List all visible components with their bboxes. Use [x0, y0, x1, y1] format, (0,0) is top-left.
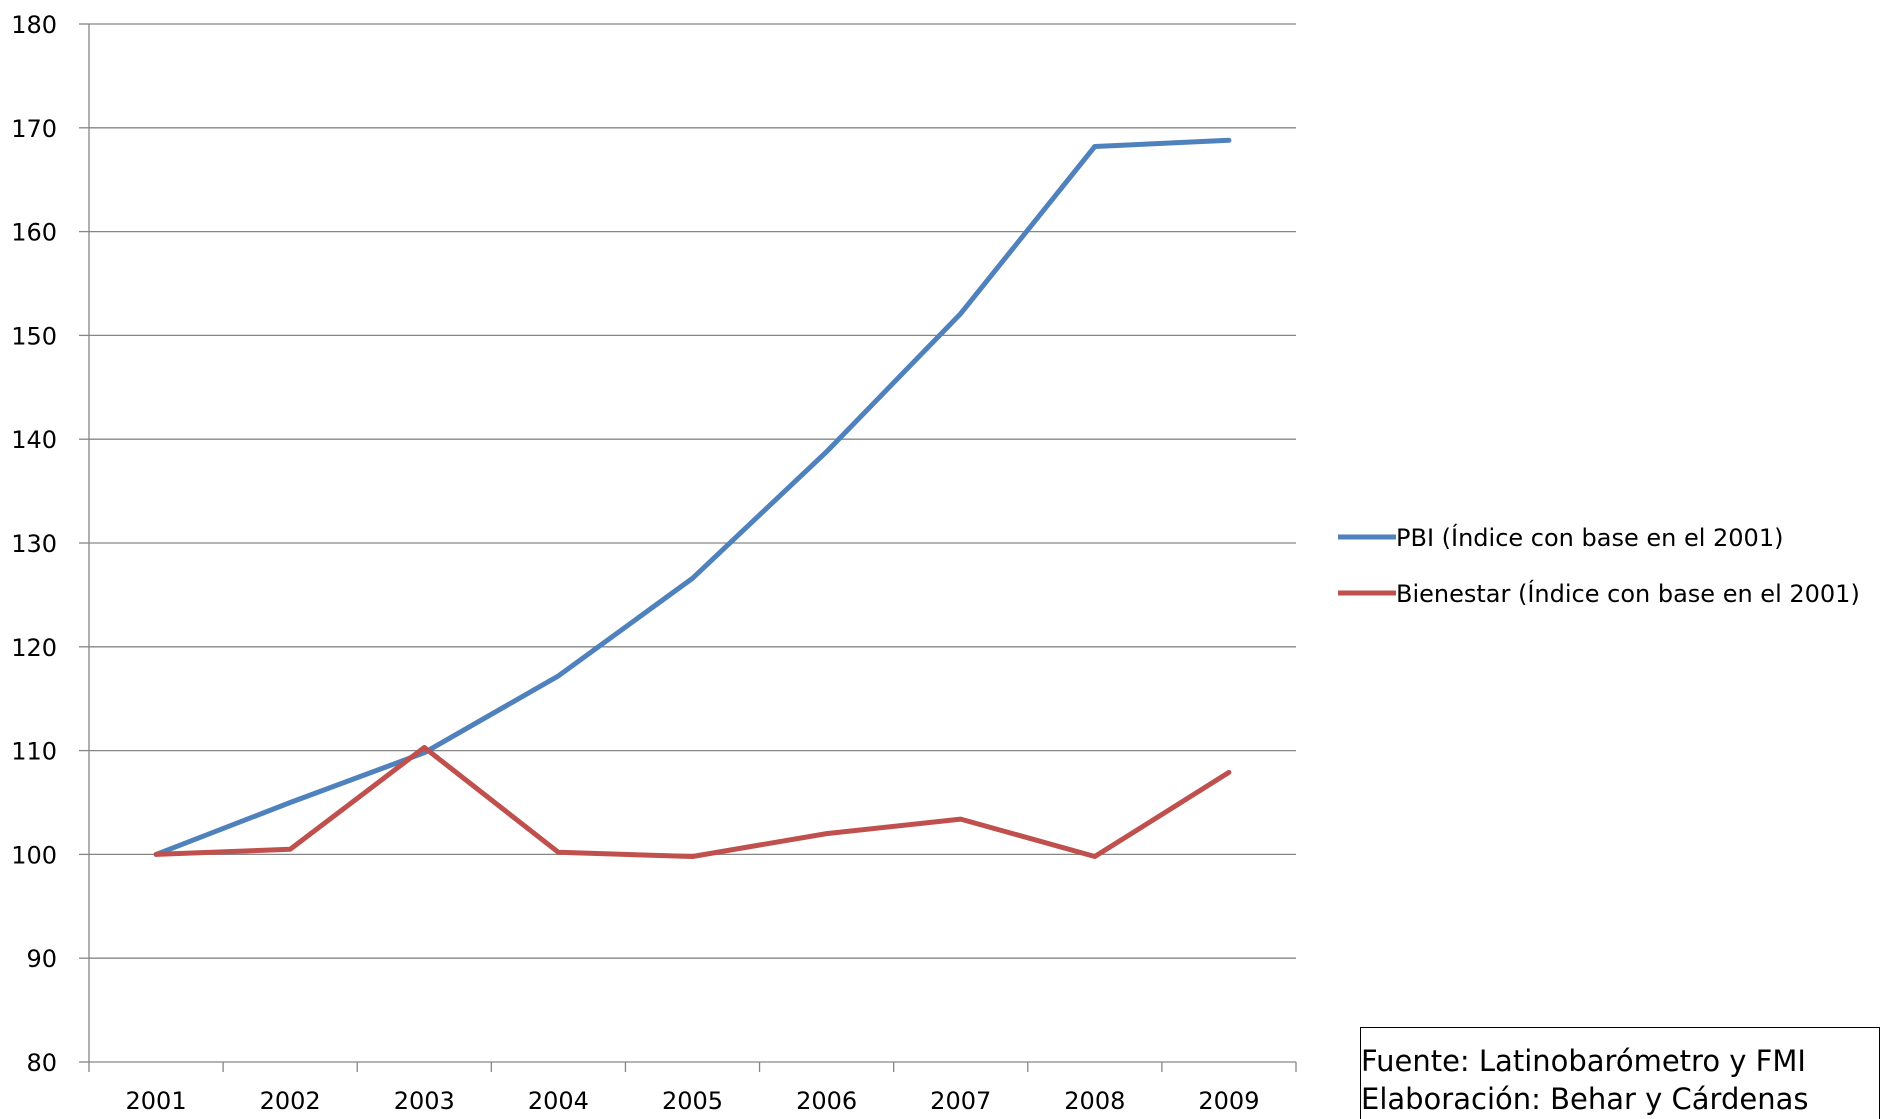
- y-tick-label: 180: [11, 11, 57, 39]
- x-tick-label: 2006: [796, 1087, 857, 1115]
- y-tick-label: 150: [11, 322, 57, 350]
- y-tick-label: 130: [11, 530, 57, 558]
- legend-label-1: PBI (Índice con base en el 2001): [1396, 523, 1783, 552]
- x-tick-label: 2002: [260, 1087, 321, 1115]
- source-note-line-2: Elaboración: Behar y Cárdenas: [1361, 1082, 1809, 1116]
- series-line-1: [153, 137, 1232, 857]
- y-tick-label: 120: [11, 634, 57, 662]
- y-tick-label: 80: [26, 1049, 57, 1077]
- source-note-line-1: Fuente: Latinobarómetro y FMI: [1361, 1044, 1806, 1078]
- x-tick-label: 2004: [528, 1087, 589, 1115]
- x-tick-label: 2003: [394, 1087, 455, 1115]
- y-tick-label: 90: [26, 945, 57, 973]
- x-tick-label: 2007: [930, 1087, 991, 1115]
- y-tick-label: 100: [11, 841, 57, 869]
- series-line-2: [153, 745, 1232, 859]
- y-tick-label: 170: [11, 115, 57, 143]
- y-tick-label: 160: [11, 219, 57, 247]
- y-tick-label: 140: [11, 426, 57, 454]
- y-tick-label: 110: [11, 738, 57, 766]
- x-tick-label: 2008: [1064, 1087, 1125, 1115]
- x-tick-label: 2001: [126, 1087, 187, 1115]
- source-note-box: Fuente: Latinobarómetro y FMI Elaboració…: [1360, 1027, 1880, 1119]
- x-tick-label: 2005: [662, 1087, 723, 1115]
- x-tick-label: 2009: [1198, 1087, 1259, 1115]
- legend-label-2: Bienestar (Índice con base en el 2001): [1396, 579, 1860, 608]
